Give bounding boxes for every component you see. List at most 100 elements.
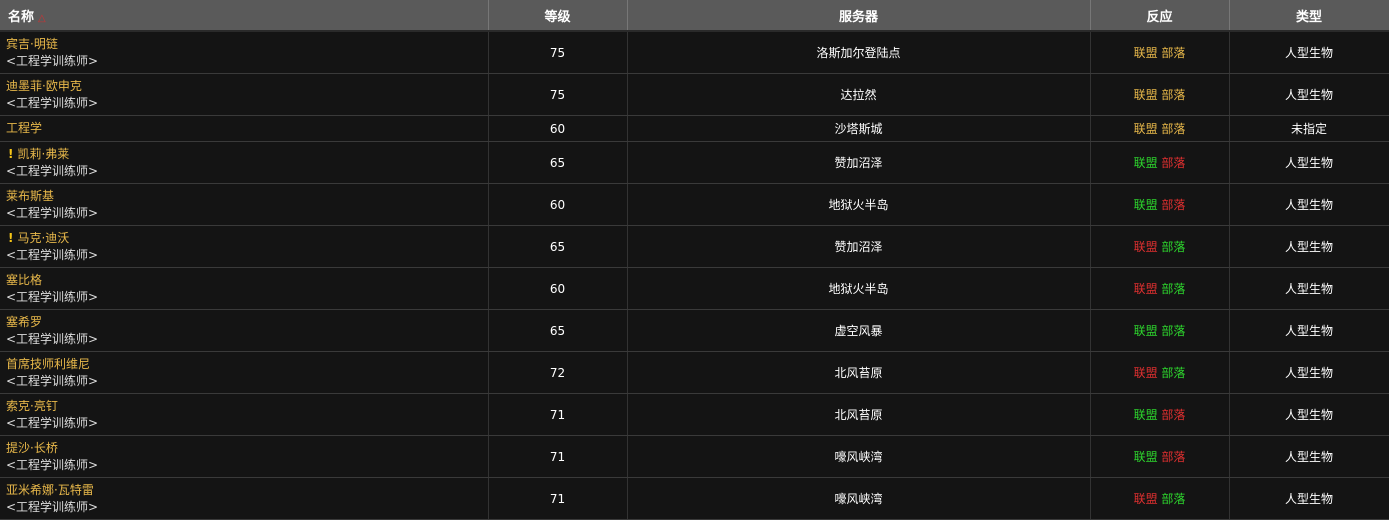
type-cell: 人型生物 xyxy=(1229,73,1389,116)
server-cell: 地狱火半岛 xyxy=(627,267,1091,310)
table-row[interactable]: ! 凯莉·弗莱 <工程学训练师> 65 赞加沼泽 联盟 部落 人型生物 xyxy=(0,141,1389,184)
alliance-reaction: 联盟 xyxy=(1133,156,1158,170)
horde-reaction: 部落 xyxy=(1161,324,1186,338)
reaction-cell: 联盟 部落 xyxy=(1090,351,1230,394)
horde-reaction: 部落 xyxy=(1161,408,1186,422)
type-cell: 人型生物 xyxy=(1229,31,1389,74)
table-row[interactable]: 工程学 60 沙塔斯城 联盟 部落 未指定 xyxy=(0,115,1389,142)
type-cell: 未指定 xyxy=(1229,115,1389,142)
npc-name-link[interactable]: 亚米希娜·瓦特雷 xyxy=(6,482,94,497)
server-cell: 地狱火半岛 xyxy=(627,183,1091,226)
horde-reaction: 部落 xyxy=(1161,156,1186,170)
level-cell: 71 xyxy=(488,477,628,520)
alliance-reaction: 联盟 xyxy=(1133,450,1158,464)
name-cell: ! 马克·迪沃 <工程学训练师> xyxy=(0,225,489,268)
header-type[interactable]: 类型 xyxy=(1229,0,1389,32)
horde-reaction: 部落 xyxy=(1161,88,1186,102)
reaction-cell: 联盟 部落 xyxy=(1090,73,1230,116)
header-server[interactable]: 服务器 xyxy=(627,0,1091,32)
npc-name-link[interactable]: 索克·亮钉 xyxy=(6,398,58,413)
name-cell: 亚米希娜·瓦特雷 <工程学训练师> xyxy=(0,477,489,520)
table-row[interactable]: 迪墨菲·欧申克 <工程学训练师> 75 达拉然 联盟 部落 人型生物 xyxy=(0,73,1389,116)
table-row[interactable]: 亚米希娜·瓦特雷 <工程学训练师> 71 嚎风峡湾 联盟 部落 人型生物 xyxy=(0,477,1389,520)
reaction-cell: 联盟 部落 xyxy=(1090,267,1230,310)
name-cell: 提沙·长桥 <工程学训练师> xyxy=(0,435,489,478)
horde-reaction: 部落 xyxy=(1161,282,1186,296)
level-cell: 65 xyxy=(488,141,628,184)
server-cell: 北风苔原 xyxy=(627,393,1091,436)
level-cell: 65 xyxy=(488,225,628,268)
npc-subtitle: <工程学训练师> xyxy=(6,415,99,430)
npc-subtitle: <工程学训练师> xyxy=(6,289,99,304)
horde-reaction: 部落 xyxy=(1161,492,1186,506)
header-name[interactable]: 名称 △ xyxy=(0,0,489,32)
alliance-reaction: 联盟 xyxy=(1133,324,1158,338)
server-cell: 嚎风峡湾 xyxy=(627,477,1091,520)
reaction-cell: 联盟 部落 xyxy=(1090,309,1230,352)
level-cell: 65 xyxy=(488,309,628,352)
alliance-reaction: 联盟 xyxy=(1133,366,1158,380)
horde-reaction: 部落 xyxy=(1161,122,1186,136)
npc-name-link[interactable]: 莱布斯基 xyxy=(6,188,55,203)
name-cell: 莱布斯基 <工程学训练师> xyxy=(0,183,489,226)
type-cell: 人型生物 xyxy=(1229,393,1389,436)
table-row[interactable]: ! 马克·迪沃 <工程学训练师> 65 赞加沼泽 联盟 部落 人型生物 xyxy=(0,225,1389,268)
type-cell: 人型生物 xyxy=(1229,225,1389,268)
name-cell: ! 凯莉·弗莱 <工程学训练师> xyxy=(0,141,489,184)
horde-reaction: 部落 xyxy=(1161,450,1186,464)
horde-reaction: 部落 xyxy=(1161,46,1186,60)
npc-name-link[interactable]: 工程学 xyxy=(6,121,43,135)
name-cell: 迪墨菲·欧申克 <工程学训练师> xyxy=(0,73,489,116)
horde-reaction: 部落 xyxy=(1161,240,1186,254)
type-cell: 人型生物 xyxy=(1229,477,1389,520)
name-cell: 工程学 xyxy=(0,115,489,142)
npc-subtitle: <工程学训练师> xyxy=(6,457,99,472)
npc-name-link[interactable]: 迪墨菲·欧申克 xyxy=(6,78,82,93)
server-cell: 洛斯加尔登陆点 xyxy=(627,31,1091,74)
horde-reaction: 部落 xyxy=(1161,198,1186,212)
table-row[interactable]: 索克·亮钉 <工程学训练师> 71 北风苔原 联盟 部落 人型生物 xyxy=(0,393,1389,436)
triangle-up-icon[interactable]: △ xyxy=(38,12,46,24)
npc-name-link[interactable]: 马克·迪沃 xyxy=(17,230,70,245)
quest-exclamation-icon: ! xyxy=(8,146,14,161)
table-row[interactable]: 塞比格 <工程学训练师> 60 地狱火半岛 联盟 部落 人型生物 xyxy=(0,267,1389,310)
table-row[interactable]: 宾吉·明链 <工程学训练师> 75 洛斯加尔登陆点 联盟 部落 人型生物 xyxy=(0,31,1389,74)
level-cell: 60 xyxy=(488,183,628,226)
alliance-reaction: 联盟 xyxy=(1133,492,1158,506)
npc-name-link[interactable]: 宾吉·明链 xyxy=(6,36,58,51)
npc-subtitle: <工程学训练师> xyxy=(6,373,99,388)
level-cell: 71 xyxy=(488,435,628,478)
reaction-cell: 联盟 部落 xyxy=(1090,183,1230,226)
server-cell: 虚空风暴 xyxy=(627,309,1091,352)
npc-name-link[interactable]: 塞比格 xyxy=(6,272,43,287)
type-cell: 人型生物 xyxy=(1229,435,1389,478)
name-cell: 塞希罗 <工程学训练师> xyxy=(0,309,489,352)
type-cell: 人型生物 xyxy=(1229,267,1389,310)
horde-reaction: 部落 xyxy=(1161,366,1186,380)
server-cell: 达拉然 xyxy=(627,73,1091,116)
header-name-label: 名称 xyxy=(8,9,35,25)
npc-subtitle: <工程学训练师> xyxy=(6,163,99,178)
table-row[interactable]: 首席技师利维尼 <工程学训练师> 72 北风苔原 联盟 部落 人型生物 xyxy=(0,351,1389,394)
table-row[interactable]: 提沙·长桥 <工程学训练师> 71 嚎风峡湾 联盟 部落 人型生物 xyxy=(0,435,1389,478)
quest-exclamation-icon: ! xyxy=(8,230,14,245)
table-row[interactable]: 莱布斯基 <工程学训练师> 60 地狱火半岛 联盟 部落 人型生物 xyxy=(0,183,1389,226)
type-cell: 人型生物 xyxy=(1229,183,1389,226)
alliance-reaction: 联盟 xyxy=(1133,46,1158,60)
npc-subtitle: <工程学训练师> xyxy=(6,247,99,262)
npc-name-link[interactable]: 凯莉·弗莱 xyxy=(17,146,70,161)
header-reaction[interactable]: 反应 xyxy=(1090,0,1230,32)
header-level[interactable]: 等级 xyxy=(488,0,628,32)
reaction-cell: 联盟 部落 xyxy=(1090,115,1230,142)
npc-name-link[interactable]: 提沙·长桥 xyxy=(6,440,58,455)
reaction-cell: 联盟 部落 xyxy=(1090,393,1230,436)
alliance-reaction: 联盟 xyxy=(1133,240,1158,254)
table-row[interactable]: 塞希罗 <工程学训练师> 65 虚空风暴 联盟 部落 人型生物 xyxy=(0,309,1389,352)
name-cell: 塞比格 <工程学训练师> xyxy=(0,267,489,310)
npc-name-link[interactable]: 塞希罗 xyxy=(6,314,43,329)
npc-name-link[interactable]: 首席技师利维尼 xyxy=(6,356,91,371)
npc-subtitle: <工程学训练师> xyxy=(6,331,99,346)
level-cell: 71 xyxy=(488,393,628,436)
alliance-reaction: 联盟 xyxy=(1133,198,1158,212)
reaction-cell: 联盟 部落 xyxy=(1090,477,1230,520)
